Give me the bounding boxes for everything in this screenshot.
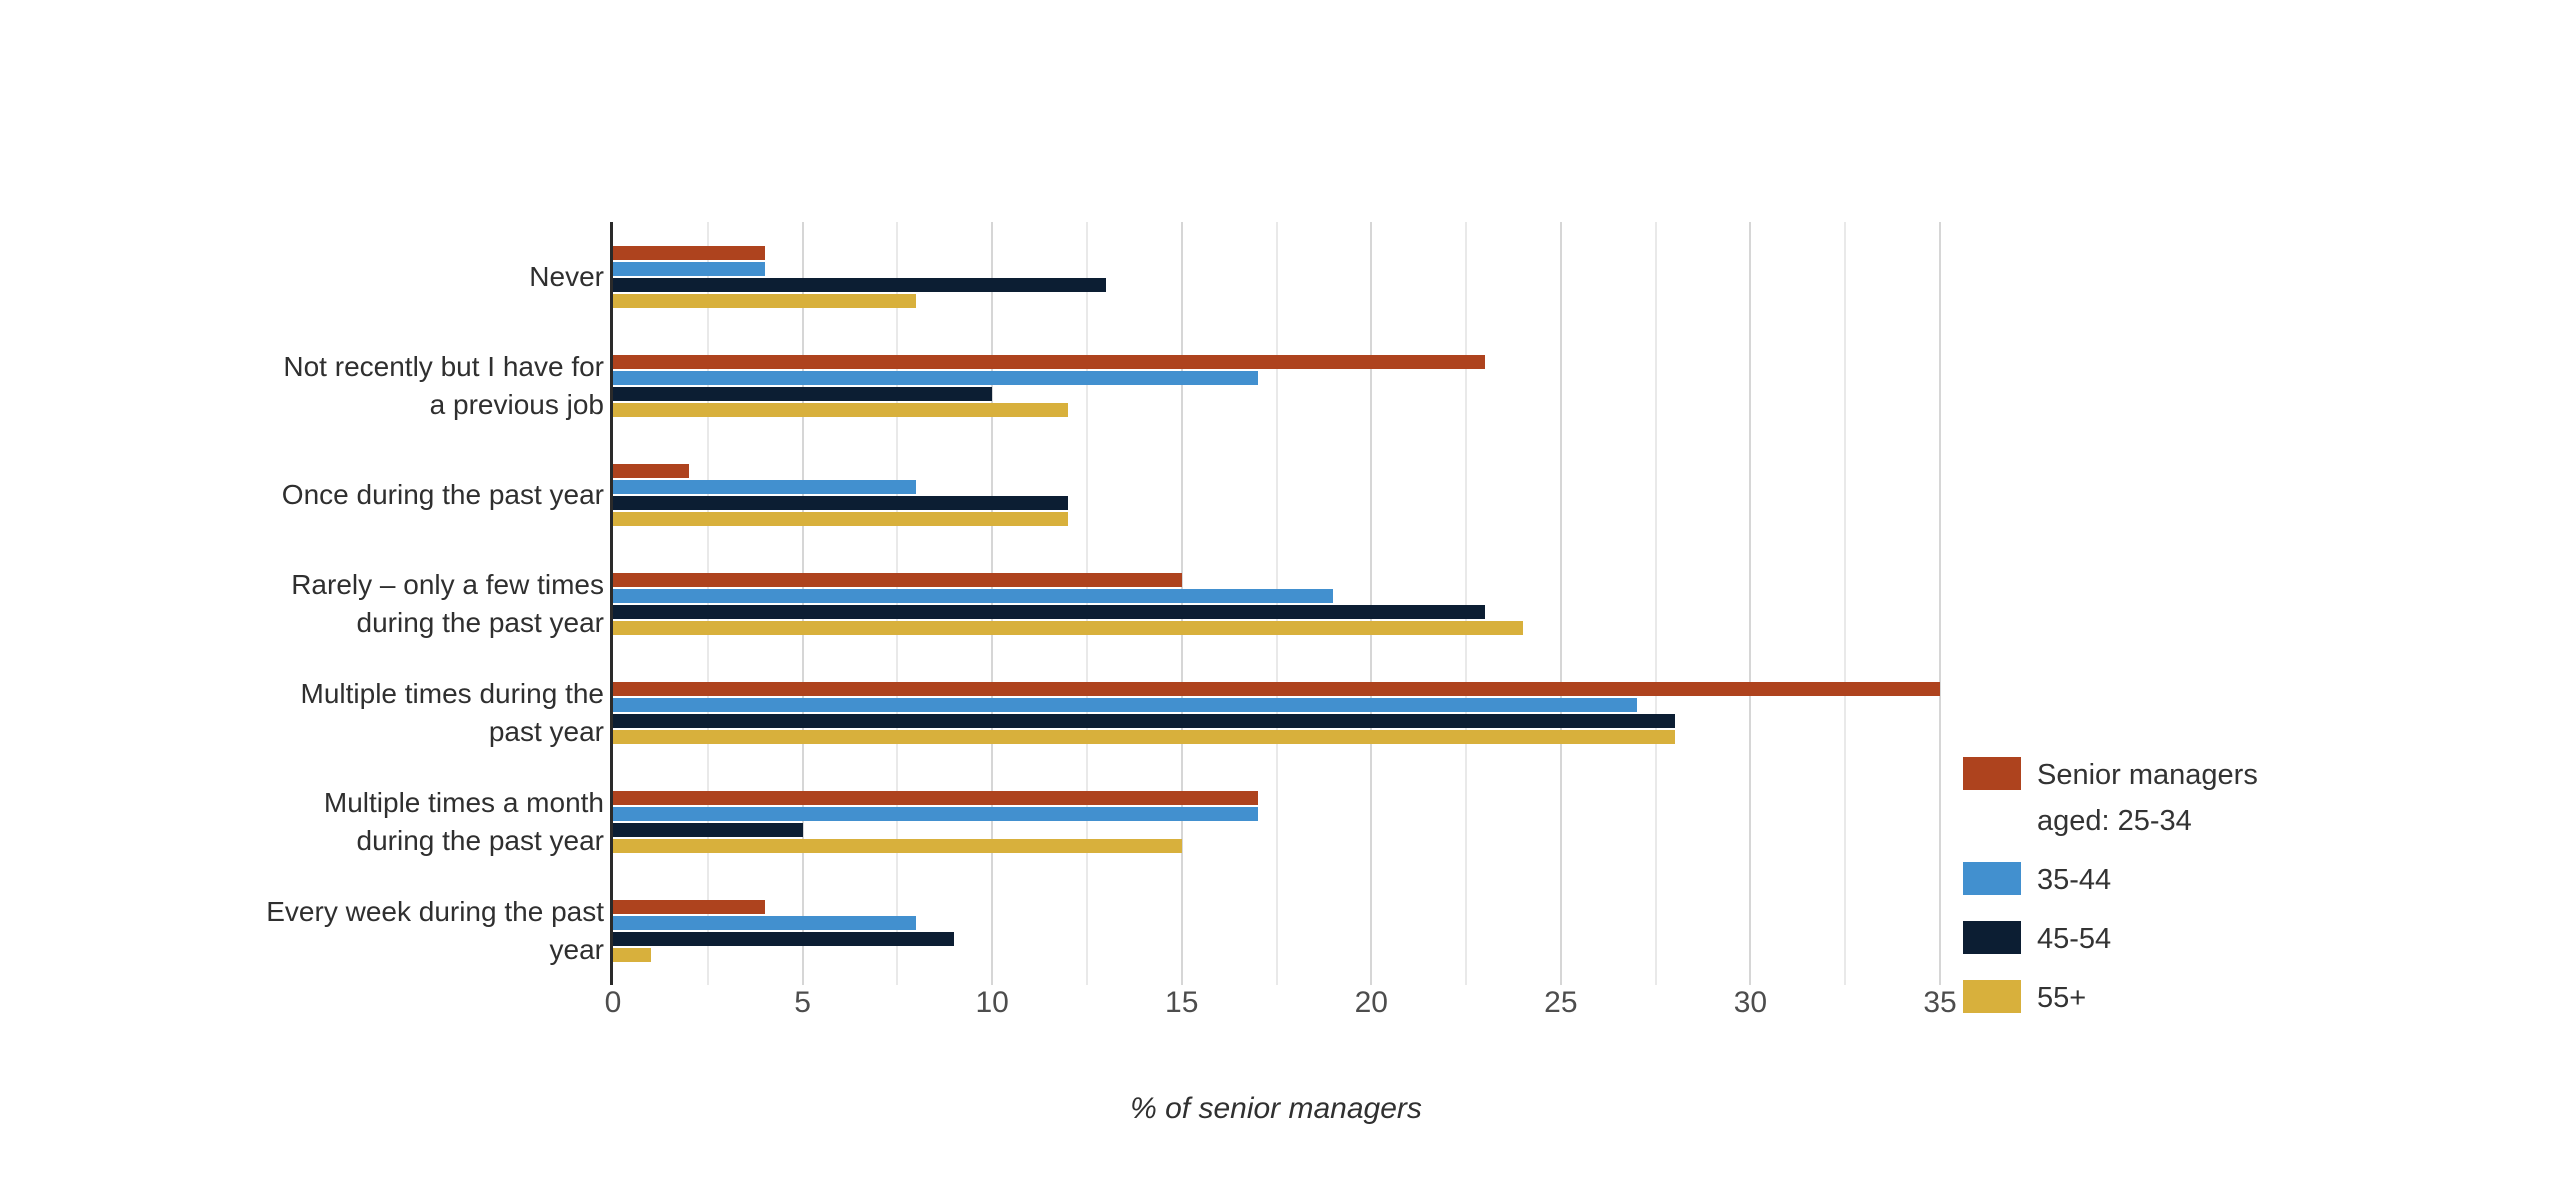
minor-gridline bbox=[896, 222, 899, 985]
category-label: Multiple times during the past year bbox=[301, 675, 604, 751]
category-label-line: year bbox=[549, 933, 604, 965]
major-gridline bbox=[1939, 222, 1941, 985]
major-gridline bbox=[1749, 222, 1752, 985]
category-label-line: Never bbox=[529, 260, 604, 292]
category-label: Never bbox=[529, 258, 604, 296]
legend-item: 55+ bbox=[1963, 975, 2258, 1021]
minor-gridline bbox=[706, 222, 709, 985]
category-label: Rarely – only a few times during the past… bbox=[291, 566, 604, 642]
legend-swatch bbox=[1963, 862, 2021, 895]
category-label-line: during the past year bbox=[356, 606, 605, 638]
bar-senior-managers-aged-25-34 bbox=[613, 572, 1182, 587]
category-label-line: a previous job bbox=[429, 388, 604, 420]
category-label-line: Every week during the past bbox=[266, 895, 604, 927]
legend-label: 45-54 bbox=[2037, 916, 2111, 962]
category-label-line: Multiple times during the bbox=[300, 677, 604, 709]
major-gridline bbox=[991, 222, 994, 985]
legend-label-line: aged: 25-34 bbox=[2037, 805, 2192, 837]
bar-45-54 bbox=[613, 931, 955, 946]
legend-swatch bbox=[1963, 980, 2021, 1013]
x-tick-label: 5 bbox=[794, 986, 811, 1019]
legend-label-line: 35-44 bbox=[2037, 864, 2112, 896]
x-tick-label: 30 bbox=[1733, 986, 1768, 1019]
x-tick-label: 15 bbox=[1165, 986, 1199, 1019]
legend-item: 45-54 bbox=[1963, 916, 2258, 962]
bar-55+ bbox=[613, 620, 1523, 635]
category-label: Every week during the past year bbox=[266, 893, 604, 969]
bar-55+ bbox=[613, 947, 651, 962]
minor-gridline bbox=[1085, 222, 1088, 985]
bar-45-54 bbox=[613, 386, 993, 401]
bar-senior-managers-aged-25-34 bbox=[613, 354, 1486, 369]
legend-label: Senior managers aged: 25-34 bbox=[2037, 752, 2258, 844]
bar-55+ bbox=[613, 402, 1068, 417]
bar-55+ bbox=[613, 293, 917, 308]
legend-label-line: Senior managers bbox=[2037, 759, 2258, 791]
bar-35-44 bbox=[613, 697, 1637, 712]
bar-senior-managers-aged-25-34 bbox=[613, 681, 1940, 696]
x-tick-label: 25 bbox=[1544, 986, 1578, 1019]
bar-senior-managers-aged-25-34 bbox=[613, 790, 1258, 805]
bar-45-54 bbox=[613, 495, 1068, 510]
category-label-line: Rarely – only a few times bbox=[291, 568, 604, 600]
category-label-line: past year bbox=[488, 715, 604, 747]
category-label: Not recently but I have for a previous jo… bbox=[283, 348, 604, 424]
category-label: Multiple times a month during the past ye… bbox=[324, 784, 604, 860]
category-label: Once during the past year bbox=[282, 476, 604, 514]
x-axis-title: % of senior managers bbox=[1130, 1092, 1422, 1125]
legend-label: 55+ bbox=[2037, 975, 2086, 1021]
minor-gridline bbox=[1654, 222, 1657, 985]
category-label-line: Not recently but I have for bbox=[283, 350, 604, 382]
bar-35-44 bbox=[613, 479, 917, 494]
legend-item: Senior managers aged: 25-34 bbox=[1963, 752, 2258, 844]
legend-label-line: 55+ bbox=[2037, 982, 2087, 1014]
bar-35-44 bbox=[613, 806, 1258, 821]
bar-45-54 bbox=[613, 604, 1486, 619]
bar-45-54 bbox=[613, 822, 803, 837]
bar-35-44 bbox=[613, 588, 1334, 603]
bar-55+ bbox=[613, 511, 1068, 526]
bar-senior-managers-aged-25-34 bbox=[613, 463, 689, 478]
category-label-line: Once during the past year bbox=[281, 478, 604, 510]
legend-label-line: 45-54 bbox=[2037, 923, 2112, 955]
x-tick-label: 0 bbox=[604, 986, 622, 1019]
x-tick-label: 20 bbox=[1354, 986, 1388, 1019]
category-label-line: Multiple times a month bbox=[323, 786, 604, 818]
bar-senior-managers-aged-25-34 bbox=[613, 899, 765, 914]
bar-35-44 bbox=[613, 370, 1258, 385]
bar-55+ bbox=[613, 729, 1675, 744]
legend: Senior managers aged: 25-34 35-44 45-54 55+ bbox=[1963, 752, 2258, 1021]
legend-swatch bbox=[1963, 921, 2021, 954]
minor-gridline bbox=[1844, 222, 1847, 985]
major-gridline bbox=[801, 222, 804, 985]
category-label-line: during the past year bbox=[356, 824, 605, 856]
bar-55+ bbox=[613, 838, 1182, 853]
legend-swatch bbox=[1963, 757, 2021, 790]
x-tick-label: 35 bbox=[1923, 986, 1957, 1019]
x-tick-label: 10 bbox=[975, 986, 1009, 1019]
major-gridline bbox=[1370, 222, 1373, 985]
y-axis-line bbox=[610, 222, 613, 985]
bar-45-54 bbox=[613, 713, 1675, 728]
bar-senior-managers-aged-25-34 bbox=[613, 245, 765, 260]
major-gridline bbox=[1180, 222, 1183, 985]
bar-45-54 bbox=[613, 277, 1106, 292]
minor-gridline bbox=[1275, 222, 1278, 985]
bar-35-44 bbox=[613, 261, 765, 276]
legend-item: 35-44 bbox=[1963, 857, 2258, 903]
legend-label: 35-44 bbox=[2037, 857, 2111, 903]
minor-gridline bbox=[1465, 222, 1468, 985]
major-gridline bbox=[1559, 222, 1562, 985]
bar-35-44 bbox=[613, 915, 917, 930]
